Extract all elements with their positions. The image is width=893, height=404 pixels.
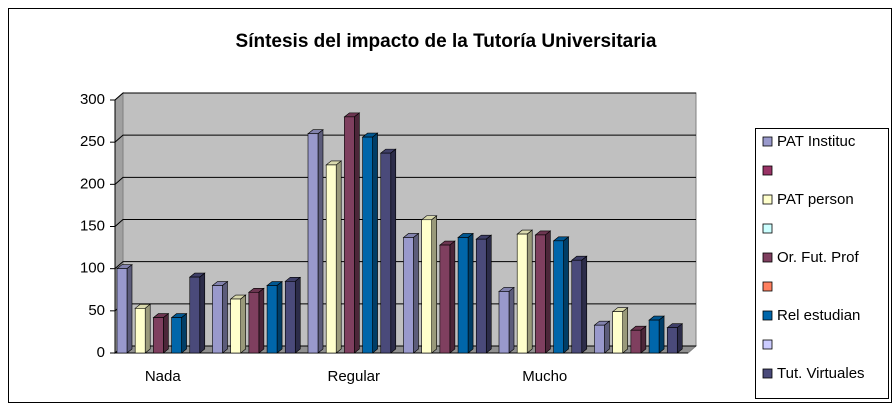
bar-side xyxy=(390,148,397,354)
bar xyxy=(630,329,642,354)
bar xyxy=(612,311,623,354)
legend-label: Tut. Virtuales xyxy=(777,365,865,382)
bar-side xyxy=(354,112,360,354)
bar xyxy=(648,319,660,354)
bar xyxy=(498,291,510,354)
legend-swatch xyxy=(762,252,773,263)
bar xyxy=(457,237,469,354)
bar-side xyxy=(240,294,246,354)
legend-swatch xyxy=(762,194,773,205)
legend-label: Or. Fut. Prof xyxy=(777,249,860,266)
bar xyxy=(284,281,296,354)
bar xyxy=(171,317,182,354)
bar xyxy=(230,298,241,354)
legend-swatch xyxy=(762,368,773,379)
bar-side xyxy=(526,229,533,354)
bar-side xyxy=(431,215,437,354)
bar xyxy=(362,136,373,354)
bar-side xyxy=(199,272,206,354)
x-tick-label: Regular xyxy=(327,368,380,385)
bar-side xyxy=(485,234,492,354)
bar-side xyxy=(640,325,647,354)
bar-side xyxy=(658,315,665,354)
bar xyxy=(594,324,605,354)
bar-side xyxy=(563,236,569,354)
bar xyxy=(380,152,392,354)
bar-side xyxy=(545,230,551,354)
bar-side xyxy=(163,312,169,354)
bar-side xyxy=(294,276,301,354)
bar-side xyxy=(604,320,610,354)
bar xyxy=(344,116,355,354)
legend-label: PAT person xyxy=(777,191,854,208)
bar xyxy=(248,291,260,354)
grid-line xyxy=(114,219,696,227)
legend-label: Rel estudian xyxy=(777,307,860,324)
bar xyxy=(421,219,432,354)
bar xyxy=(516,233,528,354)
bar-side xyxy=(335,160,342,354)
bar xyxy=(134,308,146,354)
y-tick-label: 300 xyxy=(80,91,105,108)
bar-side xyxy=(144,303,151,354)
bar-side xyxy=(508,286,515,354)
y-tick-label: 250 xyxy=(80,133,105,150)
bar-side xyxy=(126,264,133,354)
legend-swatch xyxy=(762,281,773,292)
bar-side xyxy=(276,280,283,354)
bar-side xyxy=(676,323,683,354)
bar-side xyxy=(181,312,187,354)
bar xyxy=(553,240,564,354)
bar-side xyxy=(222,280,228,354)
bar-side xyxy=(258,287,265,354)
legend-box xyxy=(755,128,889,399)
grid-line xyxy=(114,134,696,143)
bar-side xyxy=(581,255,588,354)
bar xyxy=(212,285,223,354)
bar-side xyxy=(413,232,419,354)
bar xyxy=(266,285,278,354)
legend-swatch xyxy=(762,339,773,350)
y-tick-label: 150 xyxy=(80,217,105,234)
y-tick-label: 0 xyxy=(97,344,105,361)
x-tick-label: Nada xyxy=(145,368,182,385)
bar xyxy=(403,237,414,354)
bar xyxy=(153,317,164,354)
legend-label: PAT Instituc xyxy=(777,133,856,150)
legend-swatch xyxy=(762,165,773,176)
bar xyxy=(116,268,128,354)
grid-line xyxy=(114,92,696,101)
bar-side xyxy=(449,240,456,354)
grid-line xyxy=(114,176,696,185)
bar xyxy=(439,244,451,354)
bar xyxy=(666,327,678,354)
x-tick-label: Mucho xyxy=(522,368,567,385)
bar-side xyxy=(467,232,474,354)
grid-line xyxy=(114,261,696,270)
bar xyxy=(189,276,201,354)
bar xyxy=(535,234,546,354)
legend-swatch xyxy=(762,223,773,234)
y-tick-label: 50 xyxy=(88,302,105,319)
chart-title: Síntesis del impacto de la Tutoría Unive… xyxy=(236,31,657,52)
y-tick-label: 200 xyxy=(80,175,105,192)
bar xyxy=(307,133,319,354)
y-tick-label: 100 xyxy=(80,260,105,277)
bar-side xyxy=(372,132,378,354)
bar-side xyxy=(317,129,324,354)
bar xyxy=(475,238,487,354)
legend-swatch xyxy=(762,136,773,147)
bar xyxy=(325,164,337,354)
bar xyxy=(571,259,583,354)
legend-swatch xyxy=(762,310,773,321)
bar-side xyxy=(622,307,628,354)
